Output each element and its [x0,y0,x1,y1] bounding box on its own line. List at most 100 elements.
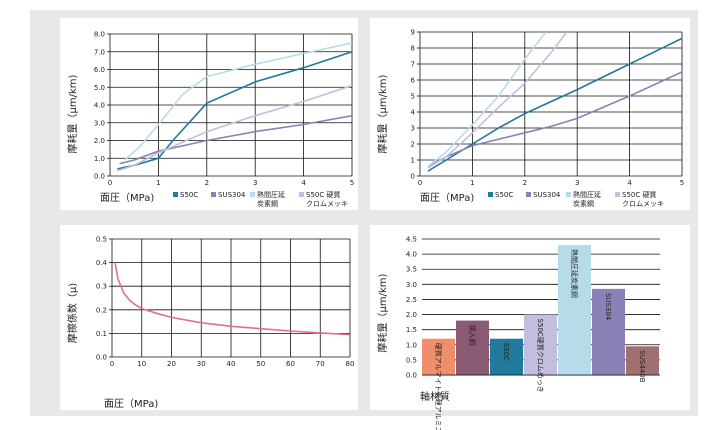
y-tick-label: 8 [411,45,415,53]
x-tick-label: 3 [253,179,257,187]
x-tick-label: 80 [346,360,355,368]
x-tick-label: 0 [108,179,112,187]
bar-category-label: SUS304 [604,293,612,321]
y-tick-label: 4.0 [94,102,105,110]
y-tick-label: 0.1 [96,330,107,338]
x-tick-label: 50 [256,360,265,368]
x-axis-label: 面圧（MPa) [100,192,154,204]
y-tick-label: 8.0 [94,31,105,39]
series-line [427,71,682,168]
panel-background [60,225,358,410]
legend-label: 熱間圧延 [257,190,285,199]
y-tick-label: 0.0 [96,354,107,362]
y-tick-label: 7 [411,61,415,69]
legend-label: SUS304 [533,191,561,199]
bar [592,288,625,375]
y-axis-label: 摩耗量（μm/km) [376,273,389,352]
bar-category-label: 熱間圧延炭素鋼 [570,249,579,298]
series-line [427,32,547,168]
x-tick-label: 0 [418,179,422,187]
legend-swatch [566,192,571,197]
y-tick-label: 0.4 [96,259,108,267]
y-tick-label: 0.5 [96,236,107,244]
bar-category-label: 焼入鋼 [468,325,477,346]
y-tick-label: 4.5 [406,236,417,244]
x-tick-label: 4 [301,179,306,187]
series-line [114,262,350,336]
x-axis-label: 面圧（MPa) [104,398,158,410]
y-tick-label: 4.0 [406,251,417,259]
bar [490,338,523,375]
y-tick-label: 3 [411,125,415,133]
bar-category-label: S50C [502,343,510,361]
x-tick-label: 70 [316,360,325,368]
chart-wear-by-material: 0.0 0.5 1.0 1.5 2.0 2.5 3.0 3.5 4.0 4.5 硬質アルマイト処理ア… [370,225,690,430]
legend-swatch [250,192,255,197]
chart-wear-vs-pressure-2: 0 1 2 3 4 5 0 1 2 3 4 5 6 7 8 9 S50C SUS304 熱間圧延炭素鋼 S50C 硬質… [370,18,690,210]
legend-swatch [173,192,178,197]
chart-wear-vs-pressure-1: 0 1 2 3 4 5 0.0 1.0 2.0 3.0 4.0 5.0 6.0 7.0 8.0 S50C SUS… [60,18,358,210]
series-line [117,51,352,170]
y-tick-label: 5 [411,93,415,101]
chart-friction-vs-pressure: 0 10 20 30 40 50 60 70 80 0.0 0.1 0.2 0.3 0.4 0.5 摩擦係数… [60,225,358,410]
y-tick-label: 1 [411,157,415,165]
y-tick-label: 9 [411,29,415,37]
y-tick-label: 0.5 [406,356,417,364]
y-tick-label: 6.0 [94,66,105,74]
x-tick-label: 5 [350,179,354,187]
legend-swatch [615,192,620,197]
y-tick-label: 3.0 [406,281,417,289]
legend-label: クロムメッキ [622,200,664,208]
legend-swatch [526,192,531,197]
y-tick-label: 0.0 [406,372,417,380]
series-line [119,114,352,165]
y-tick-label: 2.5 [406,296,417,304]
y-tick-label: 2 [411,141,415,149]
x-tick-label: 2 [205,179,209,187]
y-tick-label: 0.2 [96,306,107,314]
bar-category-label: 硬質アルマイト処理アルミニウム [434,343,443,430]
legend-swatch [299,192,304,197]
series-line [427,37,682,172]
legend-label: S50C [180,191,198,199]
x-tick-label: 40 [227,360,236,368]
legend-label: 炭素鋼 [257,199,278,208]
series-line [427,32,568,169]
bar [558,245,591,375]
x-tick-label: 10 [137,360,146,368]
y-tick-label: 1.0 [94,155,105,163]
x-axis-label: 面圧（MPa) [420,192,474,204]
legend-label: S50C 硬質 [622,190,656,199]
x-tick-label: 1 [156,179,160,187]
legend-label: クロムメッキ [306,200,348,208]
legend-swatch [211,192,216,197]
bar [456,320,489,375]
bar-category-label: S50C硬質クロムめっき [536,319,545,393]
series-line [117,84,352,172]
y-tick-label: 0.3 [96,283,107,291]
x-tick-label: 20 [167,360,176,368]
legend-label: 炭素鋼 [573,199,594,208]
legend-label: S50C 硬質 [306,190,340,199]
y-axis-label: 摩耗量（μm/km) [376,74,389,153]
panel-background [370,18,690,210]
y-tick-label: 5.0 [94,84,105,92]
y-tick-label: 6 [411,77,416,85]
legend-swatch [488,192,493,197]
x-tick-label: 4 [627,179,632,187]
x-tick-label: 0 [110,360,114,368]
y-tick-label: 4 [411,109,416,117]
y-tick-label: 0 [411,173,415,181]
x-axis-label: 軸材質 [420,390,450,403]
series-line [123,42,352,161]
y-tick-label: 1.0 [406,341,417,349]
bar [422,338,455,375]
bar [524,314,557,375]
y-tick-label: 3.5 [406,266,417,274]
legend-label: S50C [495,191,513,199]
x-tick-label: 3 [575,179,579,187]
x-tick-label: 60 [286,360,295,368]
y-tick-label: 7.0 [94,48,105,56]
bar-category-label: SUS440B [638,350,646,382]
x-tick-label: 2 [523,179,527,187]
